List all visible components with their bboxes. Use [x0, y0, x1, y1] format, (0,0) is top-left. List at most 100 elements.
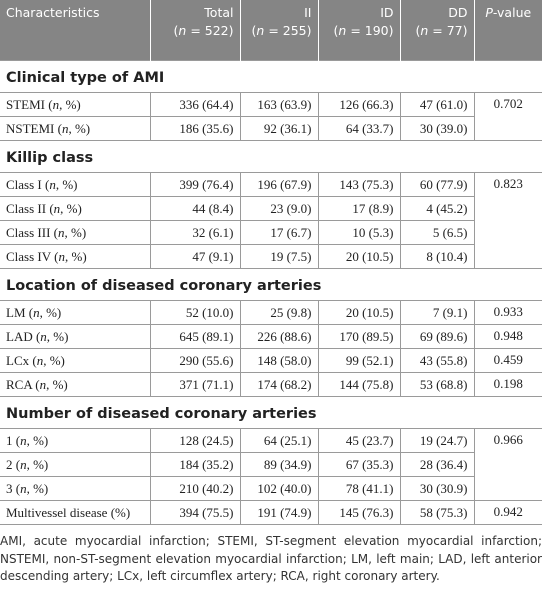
- cell-value: 17 (6.7): [239, 220, 319, 245]
- header-count: (n = 255): [251, 23, 312, 38]
- row-label: Class III (n, %): [0, 220, 151, 245]
- cell-value: 394 (75.5): [149, 500, 241, 525]
- cell-value: 47 (9.1): [149, 244, 241, 269]
- cell-value: 128 (24.5): [149, 428, 241, 453]
- cell-value: 7 (9.1): [399, 300, 475, 325]
- cell-value: 19 (7.5): [239, 244, 319, 269]
- data-row: Class I (n, %) 399 (76.4) 196 (67.9) 143 (7…: [0, 172, 542, 269]
- section-title: Location of diseased coronary arteries: [0, 268, 542, 301]
- cell-value: 64 (33.7): [317, 116, 401, 141]
- cell-value: 170 (89.5): [317, 324, 401, 349]
- cell-value: 25 (9.8): [239, 300, 319, 325]
- cell-value: 290 (55.6): [149, 348, 241, 373]
- cell-value: 23 (9.0): [239, 196, 319, 221]
- header-name: DD: [448, 5, 468, 20]
- data-row: Class III (n, %) 32 (6.1) 17 (6.7) 10 (5.3)…: [0, 220, 542, 245]
- cell-value: 67 (35.3): [317, 452, 401, 477]
- p-value: 0.942: [473, 500, 542, 525]
- cell-value: 17 (8.9): [317, 196, 401, 221]
- header-name: P-value: [485, 5, 532, 20]
- cell-value: 371 (71.1): [149, 372, 241, 397]
- cell-value: 52 (10.0): [149, 300, 241, 325]
- table-header: Characteristics Total (n = 522) II (n = 255)…: [0, 0, 542, 61]
- cell-value: 19 (24.7): [399, 428, 475, 453]
- data-row: LCx (n, %) 290 (55.6) 148 (58.0) 99 (52.1) 4…: [0, 348, 542, 373]
- header-cell: DD (n = 77): [400, 0, 475, 61]
- data-row: Multivessel disease (%) 394 (75.5) 191 (74…: [0, 500, 542, 525]
- cell-value: 4 (45.2): [399, 196, 474, 221]
- row-label: LCx (n, %): [0, 348, 151, 373]
- header-name: Characteristics: [6, 5, 100, 20]
- data-row: RCA (n, %) 371 (71.1) 174 (68.2) 144 (75.8)…: [0, 372, 542, 397]
- cell-value: 336 (64.4): [149, 92, 241, 117]
- data-row: NSTEMI (n, %) 186 (35.6) 92 (36.1) 64 (33.7…: [0, 116, 542, 141]
- cell-value: 58 (75.3): [399, 500, 475, 525]
- header-cell: Total (n = 522): [150, 0, 241, 61]
- header-name: Total: [204, 5, 234, 20]
- cell-value: 144 (75.8): [317, 372, 401, 397]
- cell-value: 69 (89.6): [399, 324, 475, 349]
- header-cell: Characteristics: [0, 0, 151, 61]
- cell-value: 8 (10.4): [399, 244, 474, 269]
- cell-value: 89 (34.9): [239, 452, 319, 477]
- data-row: 3 (n, %) 210 (40.2) 102 (40.0) 78 (41.1) 30 …: [0, 476, 542, 501]
- cell-value: 60 (77.9): [399, 172, 475, 197]
- header-cell: P-value: [474, 0, 542, 61]
- row-label: RCA (n, %): [0, 372, 151, 397]
- section-row: Killip class: [0, 140, 542, 173]
- section-row: Clinical type of AMI: [0, 60, 542, 93]
- cell-value: 92 (36.1): [239, 116, 319, 141]
- cell-value: 64 (25.1): [239, 428, 319, 453]
- p-value: 0.702: [473, 92, 542, 141]
- cell-value: 174 (68.2): [239, 372, 319, 397]
- cell-value: 145 (76.3): [317, 500, 401, 525]
- p-value: 0.948: [473, 324, 542, 349]
- cell-value: 43 (55.8): [399, 348, 475, 373]
- row-label: STEMI (n, %): [0, 92, 151, 117]
- header-row: Characteristics Total (n = 522) II (n = 255)…: [0, 0, 542, 61]
- row-label: 3 (n, %): [0, 476, 151, 501]
- cell-value: 399 (76.4): [149, 172, 241, 197]
- cell-value: 645 (89.1): [149, 324, 241, 349]
- section-title: Number of diseased coronary arteries: [0, 396, 542, 429]
- cell-value: 186 (35.6): [149, 116, 241, 141]
- row-label: NSTEMI (n, %): [0, 116, 151, 141]
- p-value: 0.823: [473, 172, 542, 269]
- cell-value: 30 (30.9): [399, 476, 474, 501]
- cell-value: 226 (88.6): [239, 324, 319, 349]
- cell-value: 20 (10.5): [317, 244, 401, 269]
- cell-value: 99 (52.1): [317, 348, 401, 373]
- p-value: 0.459: [473, 348, 542, 373]
- section-row: Number of diseased coronary arteries: [0, 396, 542, 429]
- row-label: Multivessel disease (%): [0, 500, 151, 525]
- cell-value: 102 (40.0): [239, 476, 319, 501]
- section-title: Killip class: [0, 140, 542, 173]
- header-cell: ID (n = 190): [318, 0, 401, 61]
- cell-value: 163 (63.9): [239, 92, 319, 117]
- cell-value: 20 (10.5): [317, 300, 401, 325]
- cell-value: 184 (35.2): [149, 452, 241, 477]
- header-count: (n = 190): [333, 23, 394, 38]
- header-cell: II (n = 255): [240, 0, 319, 61]
- table-body: Clinical type of AMI STEMI (n, %) 336 (64.…: [0, 60, 542, 525]
- cell-value: 32 (6.1): [149, 220, 241, 245]
- cell-value: 78 (41.1): [317, 476, 401, 501]
- cell-value: 53 (68.8): [399, 372, 475, 397]
- p-value: 0.933: [473, 300, 542, 325]
- cell-value: 45 (23.7): [317, 428, 401, 453]
- data-row: LAD (n, %) 645 (89.1) 226 (88.6) 170 (89.5)…: [0, 324, 542, 349]
- row-label: LM (n, %): [0, 300, 151, 325]
- row-label: 1 (n, %): [0, 428, 151, 453]
- row-label: Class IV (n, %): [0, 244, 151, 269]
- footnote: AMI, acute myocardial infarction; STEMI,…: [0, 534, 542, 583]
- cell-value: 148 (58.0): [239, 348, 319, 373]
- cell-value: 191 (74.9): [239, 500, 319, 525]
- cell-value: 210 (40.2): [149, 476, 241, 501]
- data-row: 2 (n, %) 184 (35.2) 89 (34.9) 67 (35.3) 28 (…: [0, 452, 542, 477]
- cell-value: 44 (8.4): [149, 196, 241, 221]
- header-count: (n = 77): [415, 23, 468, 38]
- data-table: Characteristics Total (n = 522) II (n = 255)…: [0, 0, 542, 525]
- header-name: II: [304, 5, 312, 20]
- cell-value: 30 (39.0): [399, 116, 474, 141]
